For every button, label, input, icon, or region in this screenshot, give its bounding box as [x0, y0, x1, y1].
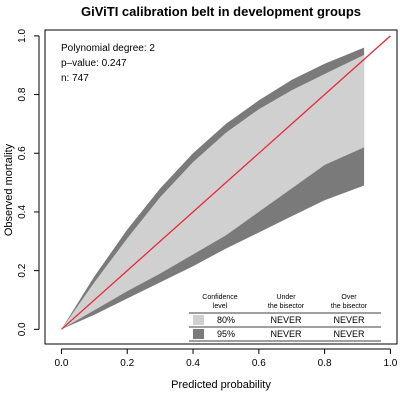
y-tick-label: 0.4 [17, 205, 28, 219]
legend-header: Over the bisector [331, 294, 368, 310]
legend-level: 95% [217, 329, 235, 339]
x-tick-label: 0.2 [120, 358, 134, 369]
legend-over: NEVER [333, 329, 365, 339]
chart-title: GiViTI calibration belt in development g… [81, 4, 361, 19]
y-tick-label: 0.2 [17, 263, 28, 277]
y-tick-label: 0.6 [17, 146, 28, 160]
plot-frame [44, 29, 398, 345]
axes-layer: 0.0 0.2 0.4 0.6 0.8 1.0 0.0 0.2 0.4 0.6 0.8 1.0 [17, 28, 398, 369]
legend-table: Confidence level Under the bisector Over the … [189, 294, 381, 342]
legend-under: NEVER [270, 329, 302, 339]
legend-swatch [193, 315, 204, 325]
legend-under: NEVER [270, 315, 302, 325]
bisector-line [61, 35, 391, 330]
belt-80-band [61, 54, 365, 330]
x-axis-label: Predicted probability [171, 379, 271, 391]
stat-n: n: 747 [61, 73, 89, 84]
legend-over: NEVER [333, 315, 365, 325]
legend-header: Under the bisector [268, 294, 305, 310]
bisector-layer [61, 35, 391, 330]
y-tick-label: 1.0 [17, 28, 28, 42]
x-tick-label: 0.6 [252, 358, 266, 369]
x-tick-label: 0.8 [318, 358, 332, 369]
legend-header: Confidence level [202, 294, 238, 310]
stat-degree: Polynomial degree: 2 [61, 43, 155, 54]
y-tick-label: 0.8 [17, 87, 28, 101]
y-tick-label: 0.0 [17, 322, 28, 336]
stats-block: Polynomial degree: 2 p–value: 0.247 n: 7… [61, 43, 155, 84]
legend-swatch [193, 329, 204, 339]
x-tick-label: 0.4 [186, 358, 200, 369]
x-tick-label: 0.0 [54, 358, 68, 369]
stat-pvalue: p–value: 0.247 [61, 58, 127, 69]
x-tick-label: 1.0 [383, 358, 397, 369]
belt-layer [61, 47, 365, 330]
legend-level: 80% [217, 315, 235, 325]
y-axis-label: Observed mortality [3, 143, 15, 236]
